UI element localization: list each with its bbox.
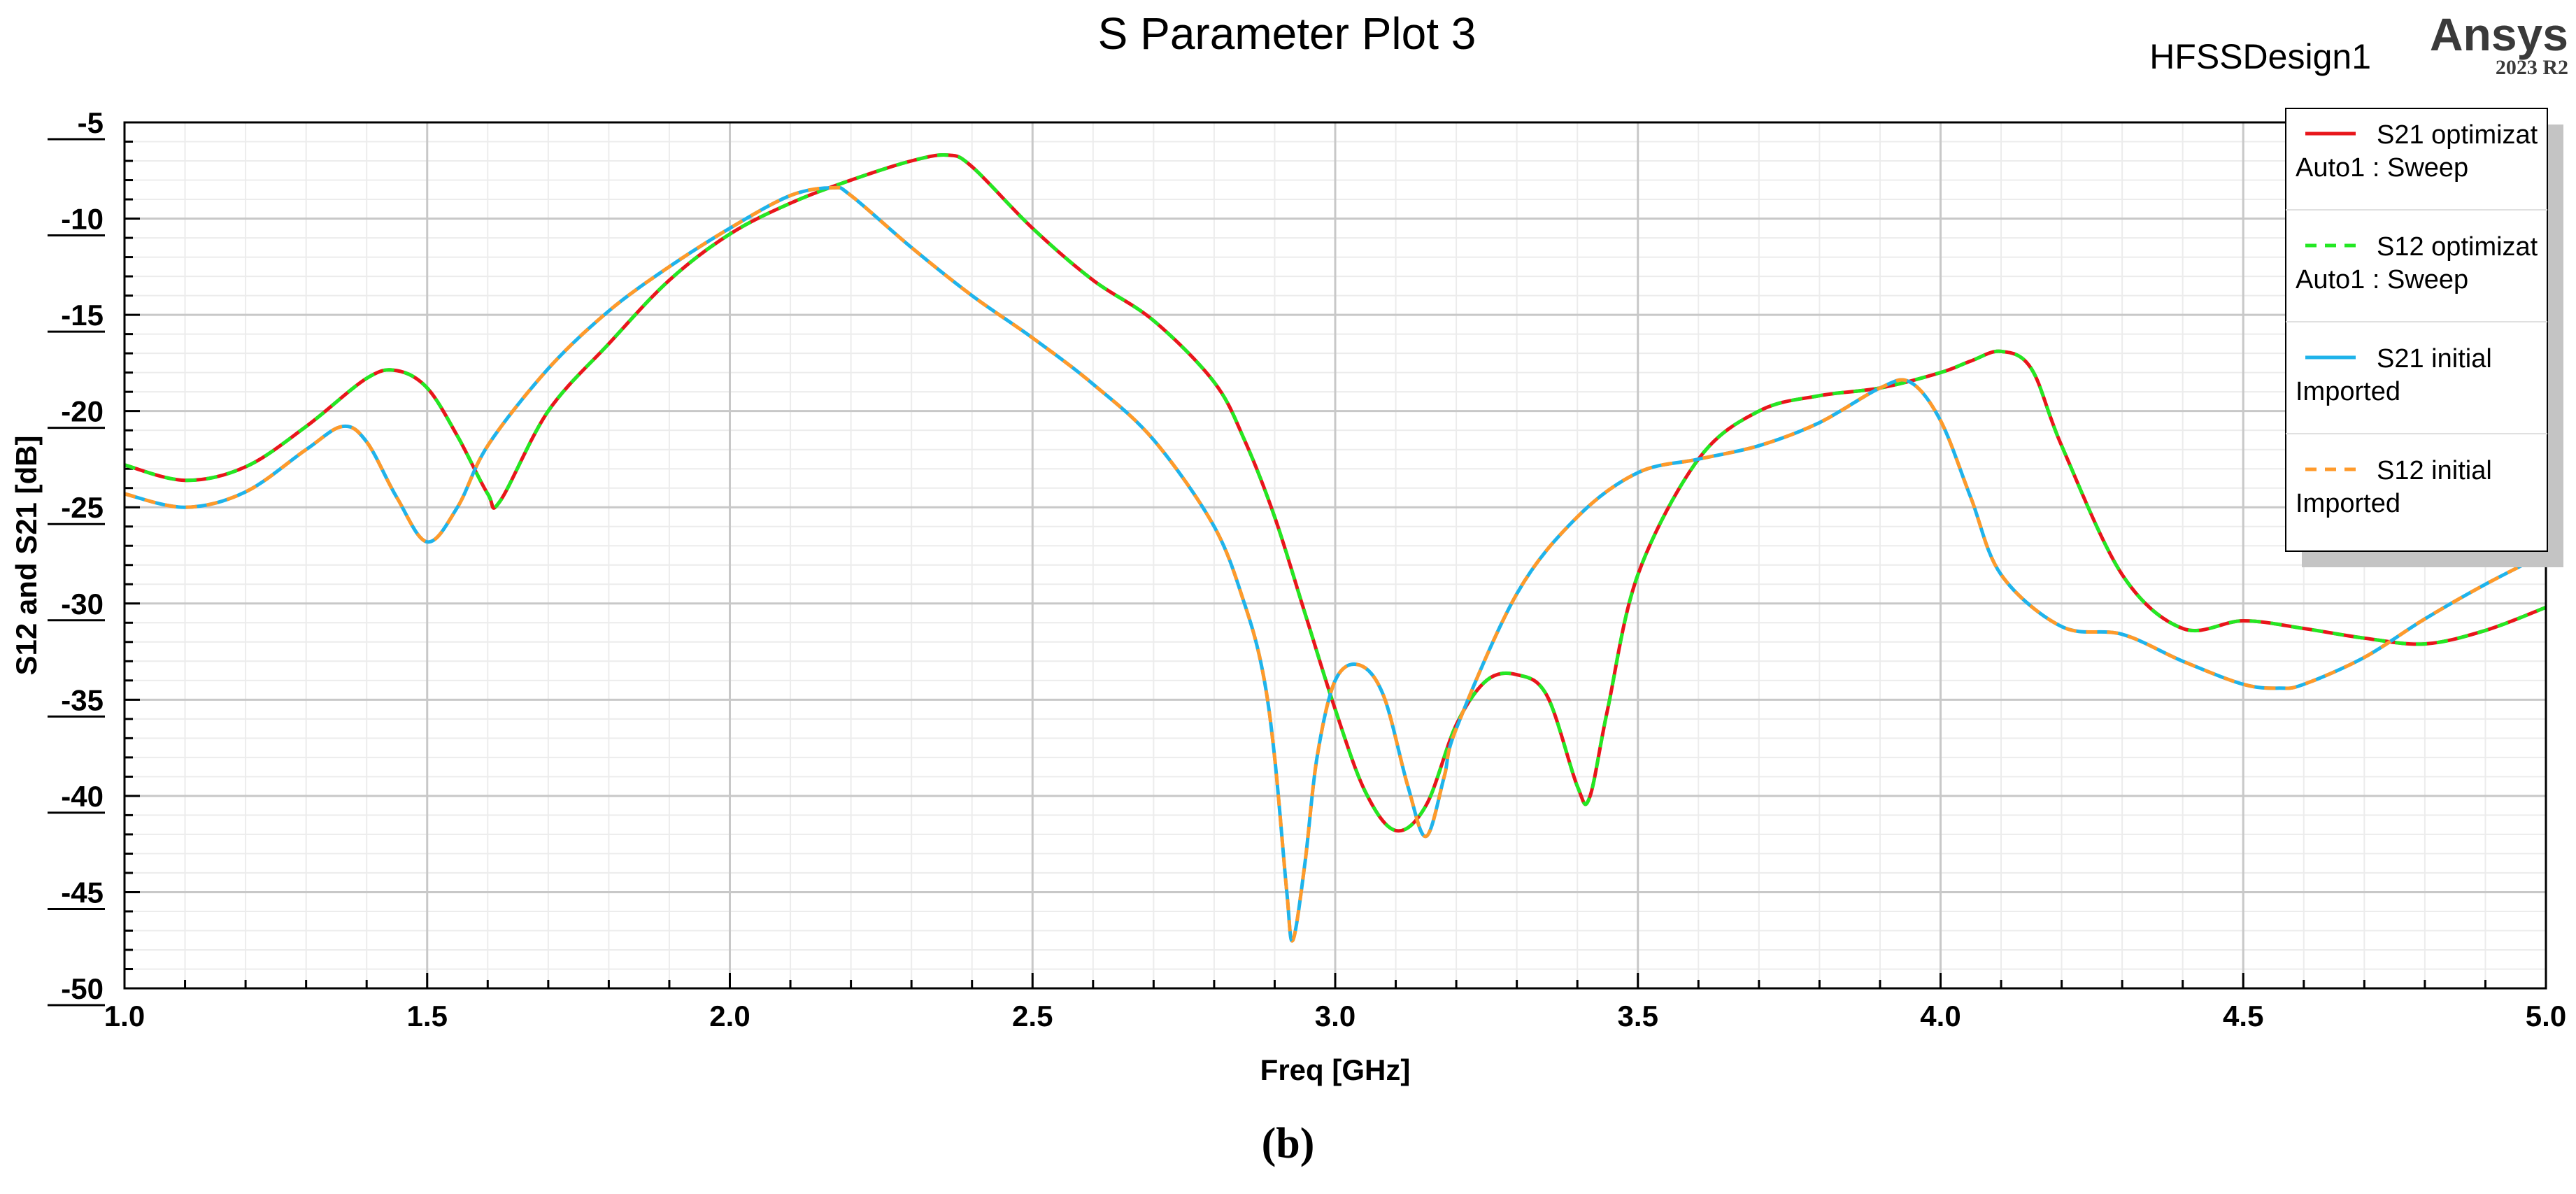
legend-series-name: S21 optimizat [2377,120,2538,150]
y-tick-label: -50 [61,972,104,1005]
design-name: HFSSDesign1 [2149,37,2371,76]
legend-series-source: Imported [2296,377,2400,406]
x-tick-label: 2.5 [1012,1000,1053,1032]
brand-logo: Ansys [2430,8,2568,60]
y-tick-label: -45 [61,876,104,909]
series-line-s12-optimizat [124,153,2547,833]
y-tick-label: -40 [61,780,104,813]
x-tick-label: 3.5 [1618,1000,1658,1032]
plot-series [124,153,2547,943]
legend-series-name: S12 optimizat [2377,232,2538,262]
y-tick-label: -20 [61,395,104,428]
x-tick-label: 4.5 [2223,1000,2263,1032]
y-axis-label: S12 and S21 [dB] [10,435,43,675]
y-tick-label: -10 [61,203,104,236]
legend-series-source: Imported [2296,489,2400,518]
y-tick-label: -5 [78,106,104,139]
axis-ticks [123,121,2547,990]
y-tick-label: -30 [61,588,104,620]
y-tick-label: -25 [61,491,104,524]
legend-box [2285,108,2548,552]
legend-series-name: S21 initial [2377,344,2492,374]
figure-caption: (b) [1261,1120,1315,1167]
chart-title: S Parameter Plot 3 [1098,8,1476,59]
x-axis-label: Freq [GHz] [1260,1053,1411,1086]
y-tick-label: -35 [61,683,104,716]
legend-series-name: S12 initial [2377,456,2492,485]
x-tick-label: 1.5 [407,1000,448,1032]
x-tick-label: 4.0 [1920,1000,1961,1032]
legend-item-s12-optimizat[interactable]: S12 optimizat Auto1 : Sweep [2286,232,2547,322]
legend-item-s12-initial[interactable]: S12 initial Imported [2296,456,2492,518]
plot-grid [123,121,2547,990]
x-tick-label: 3.0 [1315,1000,1355,1032]
legend-series-source: Auto1 : Sweep [2296,265,2468,294]
legend-item-s21-initial[interactable]: S21 initial Imported [2286,344,2547,434]
axis-tick-labels: 1.0 1.5 2.0 2.5 3.0 3.5 4.0 4.5 5.0 -5 -10 -15 -20 -2… [48,106,2566,1032]
brand-version: 2023 R2 [2496,56,2568,79]
x-tick-label: 2.0 [709,1000,750,1032]
y-tick-label: -15 [61,299,104,332]
legend-series-source: Auto1 : Sweep [2296,153,2468,183]
x-tick-label: 1.0 [104,1000,145,1032]
x-tick-label: 5.0 [2526,1000,2566,1032]
series-line-s12-initial [124,185,2547,943]
